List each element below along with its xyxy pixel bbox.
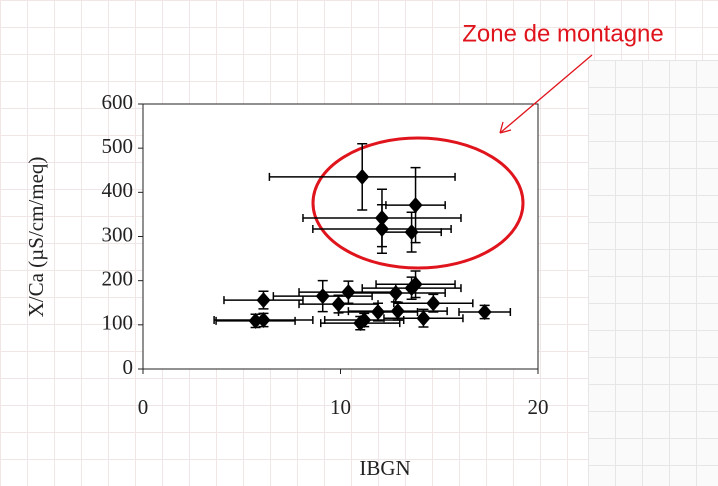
y-tick-label: 300 — [102, 222, 134, 246]
point — [256, 311, 271, 328]
point — [426, 295, 441, 312]
plot-area — [142, 103, 539, 370]
point — [248, 312, 263, 329]
x-tick-label: 10 — [330, 395, 351, 419]
point — [408, 276, 423, 293]
y-tick-label: 200 — [102, 266, 134, 290]
grid-panel — [588, 60, 718, 486]
x-tick-label: 20 — [528, 395, 549, 419]
point — [371, 304, 386, 321]
annotation: Zone de montagne — [462, 20, 663, 47]
point — [256, 292, 271, 309]
x-tick-label: 0 — [138, 395, 149, 419]
arrow-line — [499, 54, 593, 134]
point — [341, 284, 356, 301]
x-axis-label: IBGN — [359, 456, 410, 480]
point — [416, 310, 431, 327]
y-tick-label: 100 — [102, 311, 134, 335]
point — [408, 197, 423, 214]
point — [404, 224, 419, 241]
y-tick-label: 0 — [123, 355, 134, 379]
point — [388, 285, 403, 302]
highlight-ellipse — [311, 136, 525, 270]
y-tick-label: 500 — [102, 134, 134, 158]
y-tick-label: 600 — [102, 90, 134, 114]
arrow-head — [499, 121, 512, 134]
y-tick-label: 400 — [102, 178, 134, 202]
point — [477, 304, 492, 321]
point — [355, 168, 370, 185]
point — [331, 296, 346, 313]
point — [357, 311, 372, 328]
y-axis-label: X/Ca (µS/cm/meq) — [24, 157, 48, 318]
